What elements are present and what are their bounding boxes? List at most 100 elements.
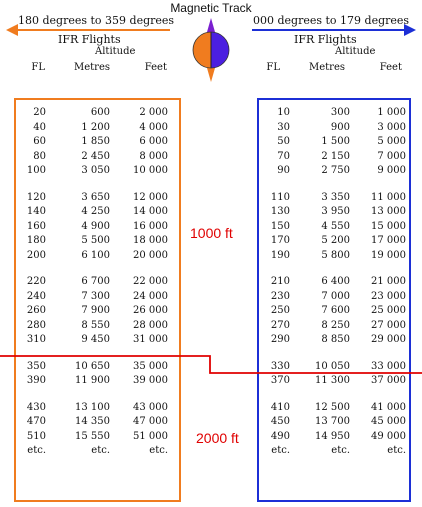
metres-cell: etc.	[91, 445, 110, 456]
table-row: etc. etc. etc.	[24, 444, 168, 459]
left-feet-header: Feet	[144, 62, 167, 73]
group-spacer	[268, 263, 406, 275]
feet-cell: 22 000	[133, 276, 168, 287]
feet-cell: 11 000	[371, 191, 406, 203]
right-track-range: 000 degrees to 179 degrees	[253, 14, 410, 27]
metres-cell: 14 350	[75, 416, 110, 427]
flight-level-cell: 60	[33, 136, 46, 147]
feet-cell: 28 000	[133, 319, 168, 331]
feet-cell: 33 000	[371, 360, 406, 372]
metres-cell: 3 050	[81, 165, 110, 176]
metres-cell: 300	[330, 107, 350, 118]
group-spacer	[268, 348, 406, 360]
metres-cell: 8 850	[321, 334, 350, 345]
left-column-box	[14, 98, 181, 502]
table-row: etc. etc. etc.	[268, 444, 406, 459]
table-row: 100 3 050 10 000	[24, 164, 168, 179]
feet-cell: 17 000	[371, 235, 406, 246]
flight-level-cell: 430	[26, 401, 46, 413]
feet-cell: 14 000	[133, 206, 168, 217]
table-row: 490 14 950 49 000	[268, 430, 406, 445]
feet-cell: 35 000	[133, 360, 168, 372]
metres-cell: 11 300	[315, 375, 350, 386]
table-row: 390 11 900 39 000	[24, 374, 168, 389]
flight-level-cell: 140	[26, 206, 46, 217]
flight-level-cell: 310	[26, 334, 46, 345]
table-row: 110 3 350 11 000	[268, 191, 406, 206]
table-row: 90 2 750 9 000	[268, 164, 406, 179]
flight-level-cell: 190	[270, 249, 290, 261]
flight-level-cell: 510	[26, 430, 46, 442]
metres-cell: 14 950	[315, 430, 350, 442]
right-feet-header: Feet	[379, 62, 402, 73]
feet-cell: 5 000	[377, 136, 406, 147]
flight-level-cell: 280	[26, 319, 46, 331]
feet-cell: etc.	[387, 445, 406, 456]
table-row: 60 1 850 6 000	[24, 135, 168, 150]
flight-level-cell: 30	[277, 121, 290, 133]
right-flights-label: IFR Flights	[294, 33, 357, 46]
feet-cell: 4 000	[139, 121, 168, 133]
left-flights-label: IFR Flights	[58, 33, 121, 46]
flight-level-cell: 350	[26, 360, 46, 372]
metres-cell: 11 900	[75, 375, 110, 386]
rvsm-separation-line	[0, 355, 422, 374]
flight-level-cell: 410	[270, 401, 290, 413]
table-row: 30 900 3 000	[268, 121, 406, 136]
metres-cell: 2 750	[321, 165, 350, 176]
feet-cell: etc.	[149, 445, 168, 456]
metres-cell: 5 800	[321, 249, 350, 261]
flight-level-cell: 50	[277, 136, 290, 147]
page-title: Magnetic Track	[170, 1, 252, 15]
table-row: 310 9 450 31 000	[24, 333, 168, 348]
table-row: 70 2 150 7 000	[268, 150, 406, 165]
flight-level-cell: 70	[277, 150, 290, 162]
separation-label-1000: 1000 ft	[190, 225, 233, 241]
flight-level-cell: 450	[270, 416, 290, 427]
feet-cell: 6 000	[139, 136, 168, 147]
table-row: 240 7 300 24 000	[24, 290, 168, 305]
flight-level-cell: 20	[33, 107, 46, 118]
table-row: 230 7 000 23 000	[268, 290, 406, 305]
flight-level-cell: 180	[26, 235, 46, 246]
metres-cell: 1 500	[321, 136, 350, 147]
table-row: 20 600 2 000	[24, 106, 168, 121]
right-altitude-label: Altitude	[335, 46, 376, 57]
feet-cell: 20 000	[133, 249, 168, 261]
metres-cell: 2 150	[321, 150, 350, 162]
flight-level-cell: 370	[270, 375, 290, 386]
table-row: 370 11 300 37 000	[268, 374, 406, 389]
feet-cell: 51 000	[133, 430, 168, 442]
flight-level-cell: 90	[277, 165, 290, 176]
metres-cell: 2 450	[81, 150, 110, 162]
feet-cell: 24 000	[133, 290, 168, 302]
metres-cell: etc.	[331, 445, 350, 456]
flight-level-cell: 240	[26, 290, 46, 302]
flight-level-cell: 220	[26, 276, 46, 287]
left-fl-header: FL	[31, 62, 45, 73]
table-row: 510 15 550 51 000	[24, 430, 168, 445]
table-row: 450 13 700 45 000	[268, 415, 406, 430]
metres-cell: 3 650	[81, 191, 110, 203]
table-row: 160 4 900 16 000	[24, 220, 168, 235]
table-row: 330 10 050 33 000	[268, 360, 406, 375]
feet-cell: 27 000	[371, 319, 406, 331]
metres-cell: 10 650	[75, 360, 110, 372]
feet-cell: 43 000	[133, 401, 168, 413]
table-row: 190 5 800 19 000	[268, 249, 406, 264]
right-arrowhead-icon	[404, 24, 416, 36]
feet-cell: 13 000	[371, 206, 406, 217]
feet-cell: 45 000	[371, 416, 406, 427]
right-fl-header: FL	[266, 62, 280, 73]
metres-cell: 7 900	[81, 305, 110, 316]
metres-cell: 8 550	[81, 319, 110, 331]
flight-level-cell: 100	[26, 165, 46, 176]
flight-level-cell: 330	[270, 360, 290, 372]
feet-cell: 1 000	[377, 107, 406, 118]
table-row: 50 1 500 5 000	[268, 135, 406, 150]
flight-level-cell: 390	[26, 375, 46, 386]
table-row: 150 4 550 15 000	[268, 220, 406, 235]
left-altitude-table: 20 600 2 000 40 1 200 4 000 60 1 850 6 000 80 2 45…	[24, 106, 168, 459]
metres-cell: 10 050	[315, 360, 350, 372]
table-row: 40 1 200 4 000	[24, 121, 168, 136]
